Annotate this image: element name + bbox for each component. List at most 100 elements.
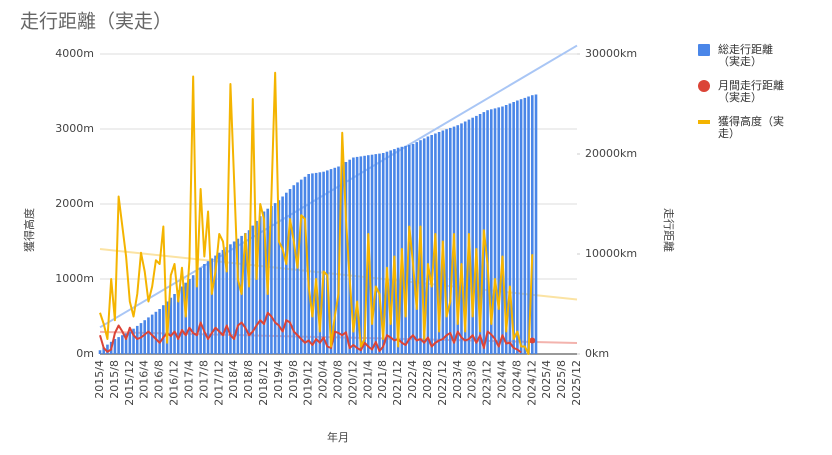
x-tick-label: 2017/12 [212, 360, 225, 406]
legend: 総走行距離（実走） 月間走行距離（実走） 獲得高度（実走） [698, 44, 818, 152]
bar [210, 258, 214, 354]
bar [132, 328, 135, 354]
bar [475, 115, 478, 355]
x-tick-label: 2019/4 [272, 360, 285, 399]
x-tick-label: 2015/8 [108, 360, 121, 399]
x-tick-label: 2020/4 [317, 360, 330, 399]
x-tick-label: 2025/4 [540, 360, 553, 399]
legend-label: 総走行距離（実走） [718, 43, 773, 68]
bar [169, 297, 173, 354]
bar [121, 335, 124, 354]
bar [519, 99, 523, 354]
bar [277, 200, 281, 354]
bar [292, 185, 296, 354]
bar [363, 155, 366, 354]
legend-item: 月間走行距離（実走） [698, 80, 818, 104]
bar [236, 238, 240, 354]
x-tick-label: 2016/4 [138, 360, 151, 399]
line [99, 71, 534, 355]
bar [322, 171, 325, 354]
bar [340, 164, 344, 354]
y2-tick-label: 30000km [585, 47, 637, 60]
bar [273, 203, 277, 354]
legend-label: 月間走行距離（実走） [718, 79, 784, 104]
bar [303, 176, 307, 354]
bar [329, 169, 333, 354]
bar [176, 290, 180, 354]
bar [195, 271, 199, 354]
bar [173, 294, 176, 354]
bar [258, 216, 262, 354]
bar [270, 205, 273, 354]
bar [147, 317, 150, 354]
bar [523, 97, 527, 355]
y2-tick-label: 0km [585, 347, 609, 360]
bar [117, 337, 120, 354]
x-tick-label: 2024/12 [525, 360, 538, 406]
legend-marker [698, 44, 710, 56]
bar [326, 170, 329, 354]
bar [359, 156, 363, 354]
bar [150, 314, 154, 354]
bar [229, 244, 232, 354]
y2-tick-label: 20000km [585, 147, 637, 160]
bar [244, 233, 247, 354]
bar [355, 156, 359, 354]
bar [214, 255, 217, 354]
bar [463, 121, 467, 354]
bar [437, 132, 441, 354]
y-tick-label: 0m [76, 347, 94, 360]
bar [445, 129, 448, 354]
bar [378, 153, 381, 354]
bar [430, 135, 433, 354]
legend-swatch [698, 80, 710, 92]
bar [333, 167, 337, 354]
bar [411, 144, 415, 354]
bar [199, 267, 202, 354]
legend-item: 総走行距離（実走） [698, 44, 818, 68]
bar [113, 339, 117, 354]
bar [404, 145, 407, 354]
bar [314, 172, 318, 354]
legend-label: 獲得高度（実走） [718, 115, 784, 140]
chart-title: 走行距離（実走） [20, 11, 172, 33]
bar [497, 107, 501, 355]
x-tick-label: 2023/4 [451, 360, 464, 399]
x-tick-label: 2019/8 [287, 360, 300, 399]
bar [530, 95, 534, 354]
bar [307, 174, 310, 354]
x-tick-label: 2017/8 [197, 360, 210, 399]
bar [504, 105, 508, 354]
bar [486, 110, 489, 354]
x-tick-label: 2020/12 [346, 360, 359, 406]
bar [311, 173, 314, 354]
bar [188, 279, 191, 354]
y2-axis-title: 走行距離 [662, 208, 676, 252]
bar [396, 147, 400, 354]
bar [139, 323, 143, 354]
bar [426, 136, 430, 354]
bar [501, 106, 504, 354]
bar [162, 305, 165, 354]
bar [255, 220, 258, 354]
bar [262, 211, 266, 354]
bar [124, 333, 128, 354]
x-axis-title: 年月 [327, 430, 349, 444]
bar [158, 309, 161, 354]
x-tick-label: 2022/8 [421, 360, 434, 399]
x-tick-label: 2024/8 [510, 360, 523, 399]
bar [471, 117, 474, 354]
y-tick-label: 2000m [55, 197, 94, 210]
legend-swatch [698, 44, 710, 56]
y-tick-label: 3000m [55, 122, 94, 135]
bar [370, 154, 374, 354]
bar [516, 100, 519, 354]
x-tick-label: 2025/8 [555, 360, 568, 399]
bar [232, 241, 236, 354]
bar [154, 311, 158, 354]
bar [381, 153, 385, 354]
bar [285, 192, 288, 354]
x-tick-label: 2016/8 [153, 360, 166, 399]
